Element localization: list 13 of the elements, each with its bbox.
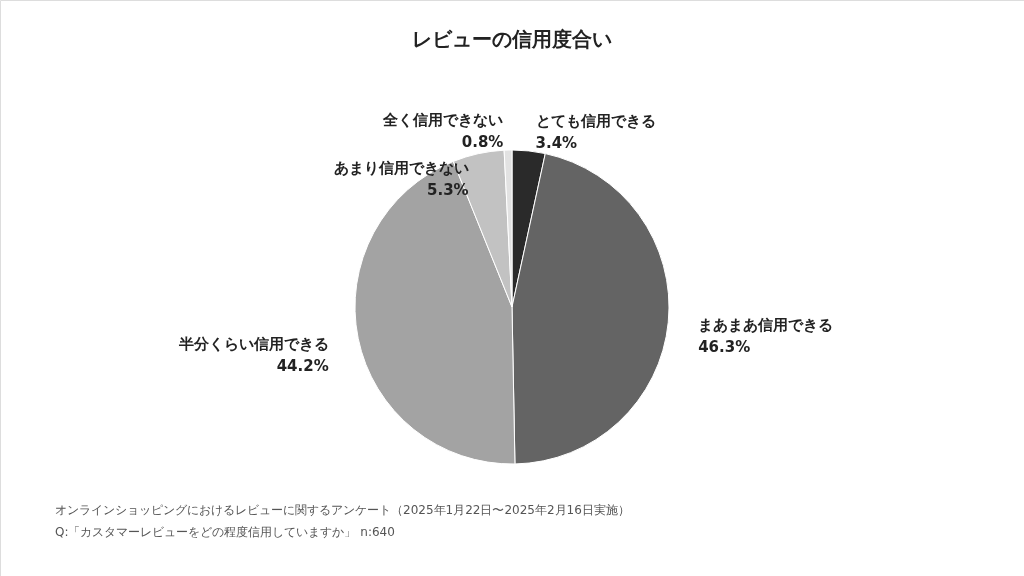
data-label: 44.2% bbox=[276, 357, 329, 376]
data-label: 5.3% bbox=[427, 181, 469, 200]
data-label: 0.8% bbox=[461, 133, 504, 152]
slice-label: まあまあ信用できる bbox=[698, 316, 834, 335]
data-label: 3.4% bbox=[535, 134, 578, 153]
data-label: 46.3% bbox=[698, 338, 751, 357]
text: オンラインショッピングにおけるレビューに関するアンケート（2025年1月22日〜2025年2月16日実施） bbox=[55, 503, 630, 517]
slice-label: とても信用できる bbox=[535, 112, 656, 131]
slice-label: あまり信用できない bbox=[333, 159, 469, 178]
text: Q:「カスタマーレビューをどの程度信用していますか」 n:640 bbox=[55, 525, 395, 539]
chart-title: レビューの信用度合い bbox=[412, 27, 612, 51]
slice-label: 全く信用できない bbox=[382, 111, 504, 130]
slice-label: 半分くらい信用できる bbox=[177, 335, 329, 354]
